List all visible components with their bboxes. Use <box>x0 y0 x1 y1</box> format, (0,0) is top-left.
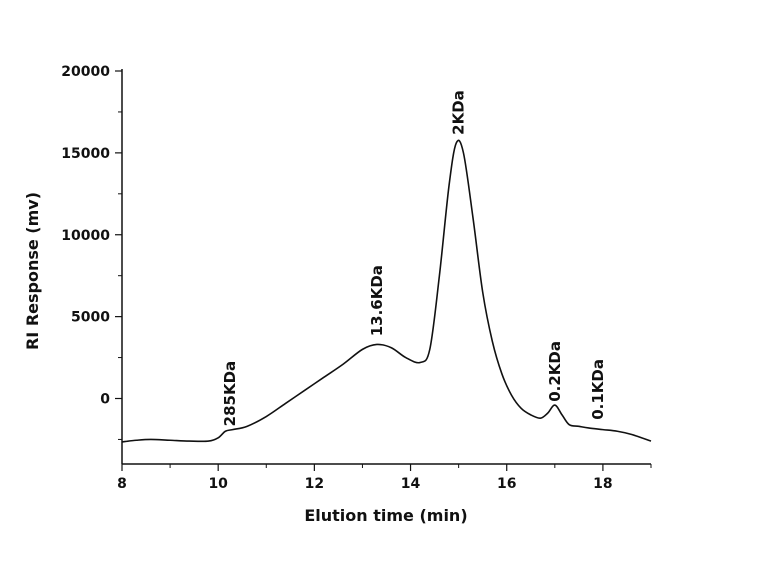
x-tick-label: 10 <box>208 476 228 492</box>
x-tick-label: 8 <box>117 476 127 492</box>
series-line-0 <box>121 139 652 443</box>
x-tick-label: 14 <box>401 476 421 492</box>
y-tick-label: 5000 <box>71 310 110 326</box>
y-axis-title: RI Response (mv) <box>23 192 42 350</box>
x-axis-title: Elution time (min) <box>304 506 467 525</box>
peak-annotations: 285KDa 13.6KDa 2KDa 0.2KDa 0.1KDa <box>221 90 607 426</box>
peak-label: 285KDa <box>221 361 239 427</box>
peak-label: 13.6KDa <box>368 265 386 336</box>
peak-label: 0.2KDa <box>546 341 564 402</box>
peak-label: 0.1KDa <box>589 359 607 420</box>
y-tick-label: 15000 <box>61 146 110 162</box>
x-tick-label: 18 <box>593 476 612 492</box>
series <box>121 139 652 443</box>
x-tick-label: 12 <box>305 476 324 492</box>
y-tick-label: 20000 <box>61 64 110 80</box>
y-tick-label: 0 <box>100 392 110 408</box>
ticks: 8 10 12 14 16 18 0 5000 10000 15000 20000 <box>61 64 652 492</box>
x-tick-label: 16 <box>497 476 516 492</box>
peak-label: 2KDa <box>450 90 468 135</box>
axes <box>121 69 651 465</box>
y-tick-label: 10000 <box>61 228 110 244</box>
